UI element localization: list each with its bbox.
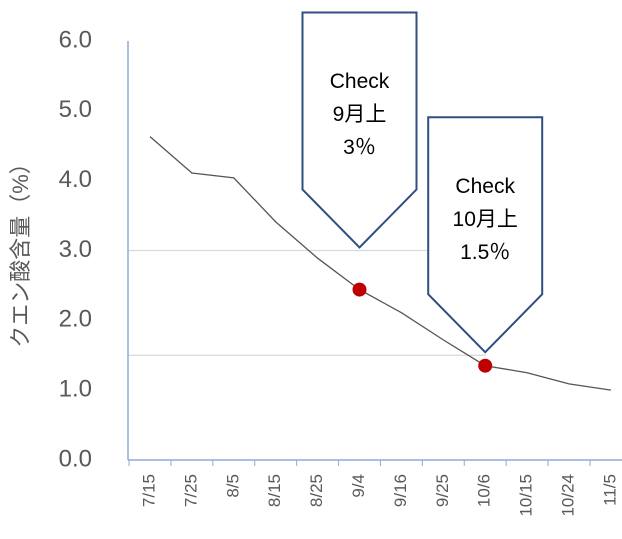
x-tick-label: 8/15 bbox=[265, 474, 284, 507]
callout-text: Check bbox=[330, 70, 390, 93]
x-tick-label: 7/15 bbox=[139, 474, 158, 507]
x-tick-label: 9/4 bbox=[349, 474, 368, 498]
x-tick-label: 9/25 bbox=[433, 474, 452, 507]
x-tick-label: 8/25 bbox=[307, 474, 326, 507]
callout-text: 9月上 bbox=[333, 103, 387, 126]
y-tick-label: 6.0 bbox=[59, 26, 92, 53]
callout-text: 3％ bbox=[343, 136, 376, 159]
callout bbox=[427, 116, 544, 354]
callout bbox=[301, 11, 418, 249]
x-tick-label: 10/15 bbox=[517, 474, 536, 517]
y-tick-label: 1.0 bbox=[59, 376, 92, 403]
x-tick-label: 7/25 bbox=[181, 474, 200, 507]
callout-text: Check bbox=[455, 175, 515, 198]
x-tick-label: 9/16 bbox=[391, 474, 410, 507]
x-tick-label: 10/24 bbox=[558, 474, 577, 517]
callout-text: 10月上 bbox=[453, 208, 518, 231]
y-tick-label: 0.0 bbox=[59, 445, 92, 472]
y-tick-label: 4.0 bbox=[59, 166, 92, 193]
x-tick-label: 8/5 bbox=[223, 474, 242, 498]
x-tick-label: 10/6 bbox=[475, 474, 494, 507]
highlight-point bbox=[478, 358, 493, 373]
y-tick-label: 3.0 bbox=[59, 236, 92, 263]
x-tick-label: 11/5 bbox=[600, 474, 619, 506]
callout-text: 1.5％ bbox=[460, 241, 510, 264]
data-line bbox=[149, 136, 611, 391]
y-tick-label: 5.0 bbox=[59, 96, 92, 123]
y-tick-label: 2.0 bbox=[59, 306, 92, 333]
highlight-point bbox=[352, 282, 367, 297]
y-axis-title: クエン酸含量（%） bbox=[8, 152, 33, 348]
